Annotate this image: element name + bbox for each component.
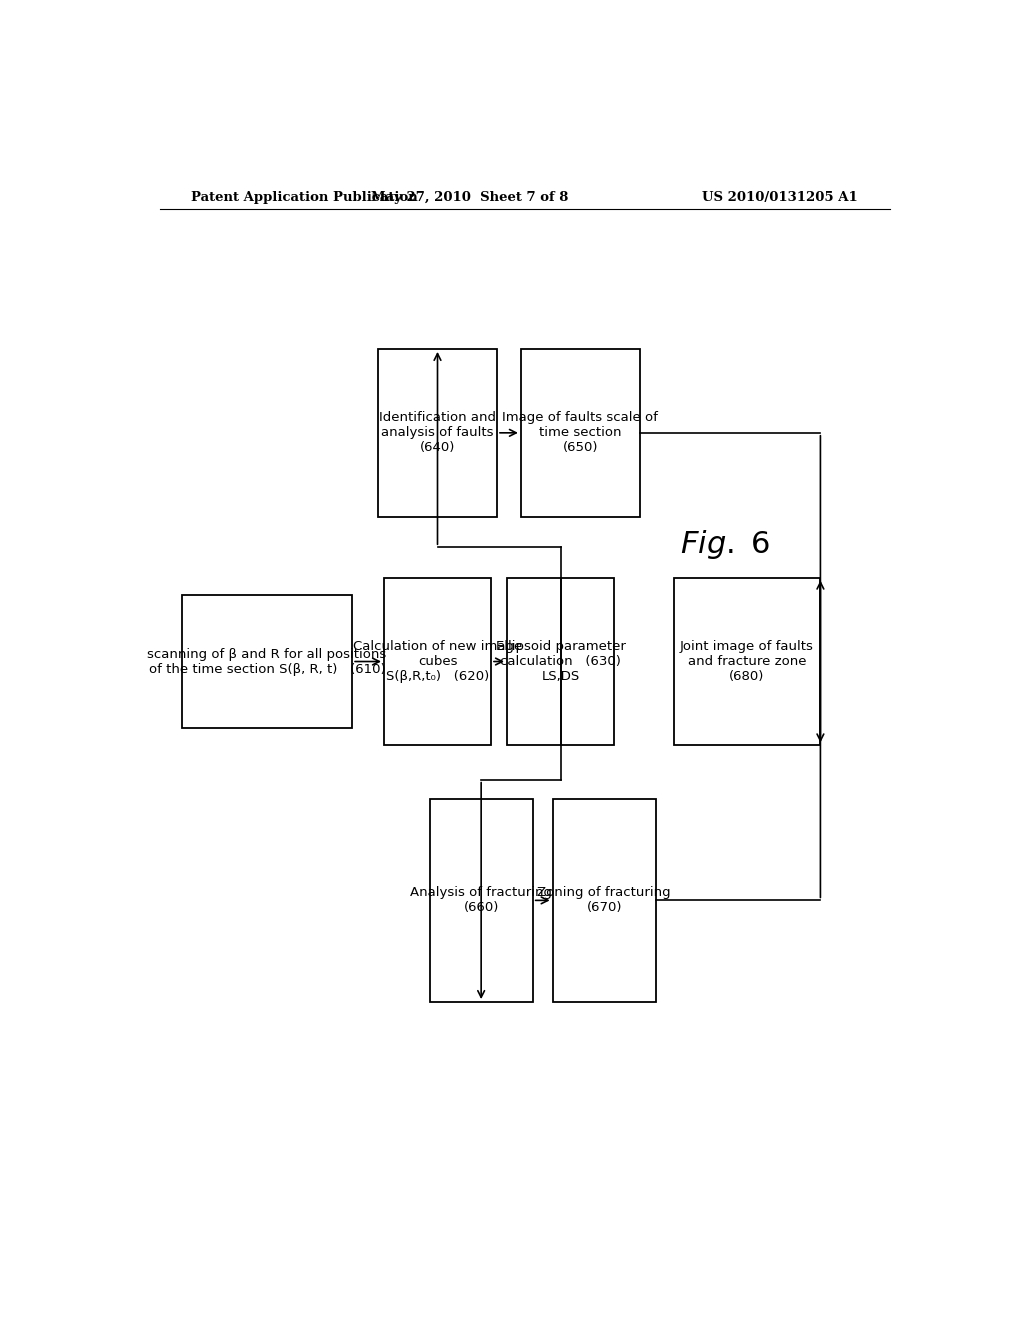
Text: Calculation of new image
cubes
S(β,R,t₀)   (620): Calculation of new image cubes S(β,R,t₀)… (353, 640, 522, 682)
Text: Ellipsoid parameter
calculation   (630)
LS,DS: Ellipsoid parameter calculation (630) LS… (496, 640, 626, 682)
Text: Analysis of fracturing
(660): Analysis of fracturing (660) (411, 886, 552, 915)
Bar (378, 348, 497, 516)
Text: scanning of β and R for all positions
of the time section S(β, R, t)   (610): scanning of β and R for all positions of… (147, 648, 386, 676)
Text: Image of faults scale of
time section
(650): Image of faults scale of time section (6… (503, 412, 658, 454)
Text: May 27, 2010  Sheet 7 of 8: May 27, 2010 Sheet 7 of 8 (371, 190, 568, 203)
Text: US 2010/0131205 A1: US 2010/0131205 A1 (702, 190, 858, 203)
Bar (507, 578, 614, 746)
Text: Joint image of faults
and fracture zone
(680): Joint image of faults and fracture zone … (680, 640, 814, 682)
Text: Zoning of fracturing
(670): Zoning of fracturing (670) (538, 886, 671, 915)
Bar (430, 799, 532, 1002)
Bar (674, 578, 820, 746)
Bar (553, 799, 655, 1002)
Bar (521, 348, 640, 516)
Text: Identification and
analysis of faults
(640): Identification and analysis of faults (6… (379, 412, 496, 454)
Bar (181, 595, 352, 727)
Text: Patent Application Publication: Patent Application Publication (191, 190, 418, 203)
Bar (384, 578, 492, 746)
Text: $\it{Fig.\ 6}$: $\it{Fig.\ 6}$ (680, 528, 770, 561)
